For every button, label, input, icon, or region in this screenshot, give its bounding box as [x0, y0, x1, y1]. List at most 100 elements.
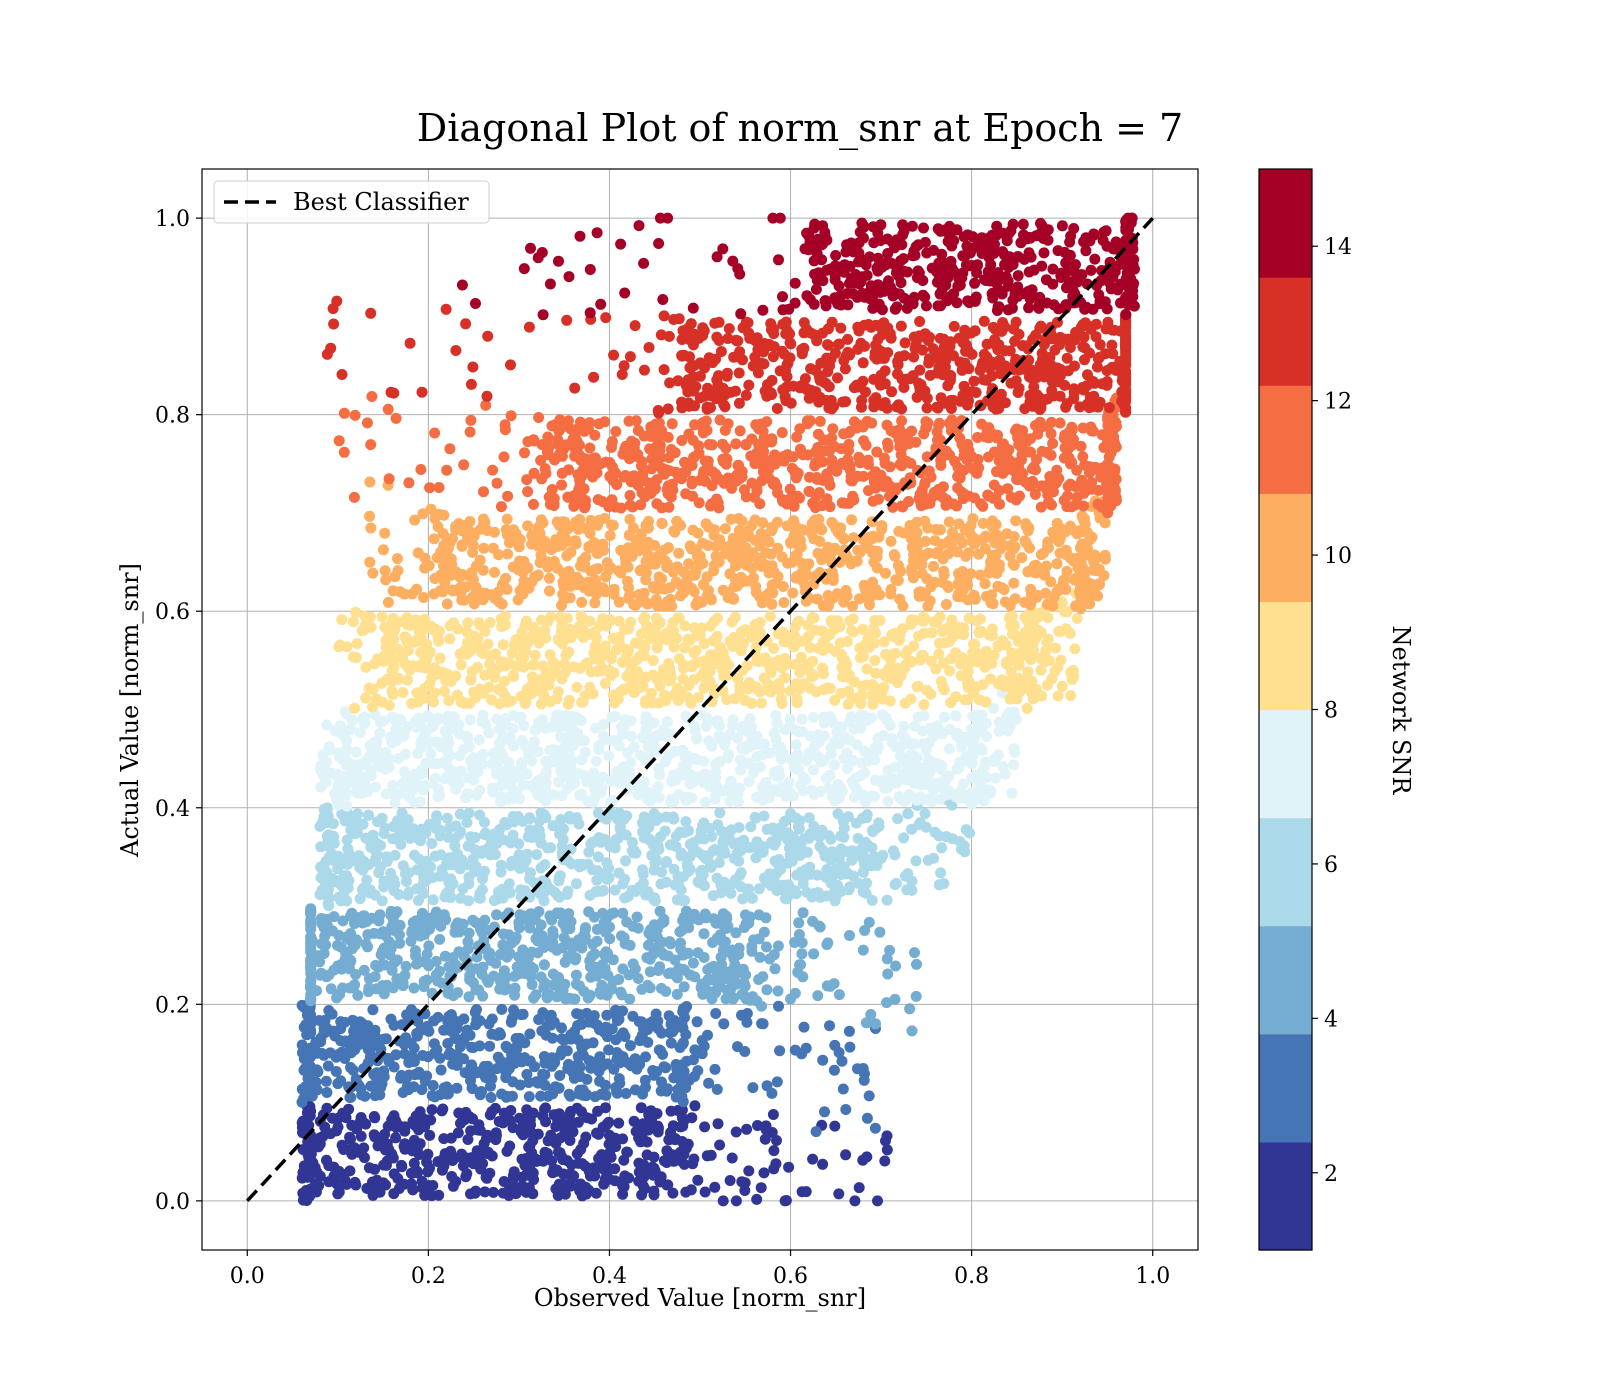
data-point — [796, 713, 808, 725]
data-point — [547, 941, 559, 953]
data-point — [834, 637, 846, 649]
data-point — [707, 890, 719, 902]
data-point — [630, 1126, 642, 1137]
data-point — [778, 597, 790, 608]
data-point — [865, 712, 877, 724]
data-point — [322, 1060, 334, 1072]
data-point — [590, 755, 602, 767]
data-point — [350, 934, 362, 946]
data-point — [933, 830, 945, 842]
data-point — [619, 774, 631, 786]
data-point — [812, 990, 824, 1002]
data-point — [624, 1040, 636, 1052]
data-point — [855, 698, 867, 710]
data-point — [464, 1111, 476, 1123]
data-point — [408, 982, 420, 994]
data-point — [853, 712, 865, 724]
data-point — [844, 930, 855, 941]
data-point — [337, 915, 349, 927]
data-point — [370, 781, 381, 793]
data-point — [612, 1007, 624, 1019]
data-point — [525, 1119, 537, 1131]
data-point — [434, 933, 446, 945]
data-point — [906, 1025, 918, 1037]
data-point — [545, 696, 556, 708]
data-point — [617, 1188, 629, 1200]
data-point — [509, 989, 520, 1001]
data-point — [807, 764, 819, 776]
data-point — [515, 653, 527, 665]
data-point — [586, 864, 598, 876]
data-point — [710, 1008, 722, 1019]
data-point — [416, 1175, 428, 1187]
data-point — [314, 1170, 326, 1182]
data-point — [664, 662, 675, 674]
data-point — [743, 677, 755, 688]
data-point — [519, 1037, 531, 1049]
data-point — [419, 692, 431, 704]
data-point — [377, 1131, 389, 1143]
data-point — [629, 963, 641, 975]
data-point — [795, 779, 807, 791]
data-point — [417, 1023, 429, 1035]
data-point — [451, 1082, 463, 1094]
data-point — [496, 1003, 508, 1015]
data-point — [710, 917, 722, 929]
data-point — [514, 862, 526, 874]
data-point — [692, 1174, 704, 1186]
data-point — [686, 1112, 698, 1124]
data-point — [485, 667, 497, 678]
data-point — [810, 749, 822, 761]
data-point — [746, 941, 758, 952]
data-point — [971, 724, 983, 736]
data-point — [1006, 787, 1018, 799]
data-point — [396, 1159, 407, 1171]
data-point — [644, 739, 656, 750]
data-point — [415, 1111, 427, 1123]
data-point — [773, 654, 785, 666]
data-point — [524, 745, 536, 757]
data-point — [484, 1040, 496, 1052]
data-point — [323, 1005, 335, 1016]
data-point — [527, 1188, 539, 1200]
data-point — [675, 937, 686, 949]
data-point — [665, 1037, 677, 1049]
data-point — [776, 698, 788, 709]
data-point — [683, 1074, 695, 1086]
data-point — [871, 740, 883, 752]
data-point — [339, 1016, 351, 1028]
data-point — [928, 852, 940, 864]
data-point — [671, 988, 683, 1000]
data-point — [768, 949, 780, 961]
data-point — [785, 754, 797, 766]
data-point — [786, 855, 798, 867]
data-point — [305, 974, 317, 986]
data-point — [547, 820, 559, 832]
data-point — [564, 1135, 576, 1146]
data-point — [770, 837, 782, 849]
data-point — [501, 529, 513, 541]
data-point — [780, 1195, 792, 1206]
data-point — [302, 1072, 314, 1084]
data-point — [547, 929, 559, 941]
data-point — [725, 887, 737, 899]
data-point — [445, 873, 457, 885]
data-point — [447, 1058, 459, 1070]
data-point — [996, 674, 1008, 686]
data-point — [567, 1126, 579, 1138]
data-point — [846, 845, 858, 857]
data-point — [442, 987, 454, 999]
data-point — [454, 808, 466, 820]
data-point — [881, 894, 893, 906]
data-point — [877, 778, 889, 790]
data-point — [576, 858, 588, 870]
data-point — [318, 859, 330, 871]
data-point — [301, 1188, 313, 1200]
data-point — [967, 749, 979, 761]
data-point — [449, 840, 461, 852]
data-point — [792, 821, 804, 833]
data-point — [549, 1057, 561, 1069]
data-point — [902, 808, 914, 820]
data-point — [554, 1070, 566, 1081]
data-point — [873, 817, 885, 829]
